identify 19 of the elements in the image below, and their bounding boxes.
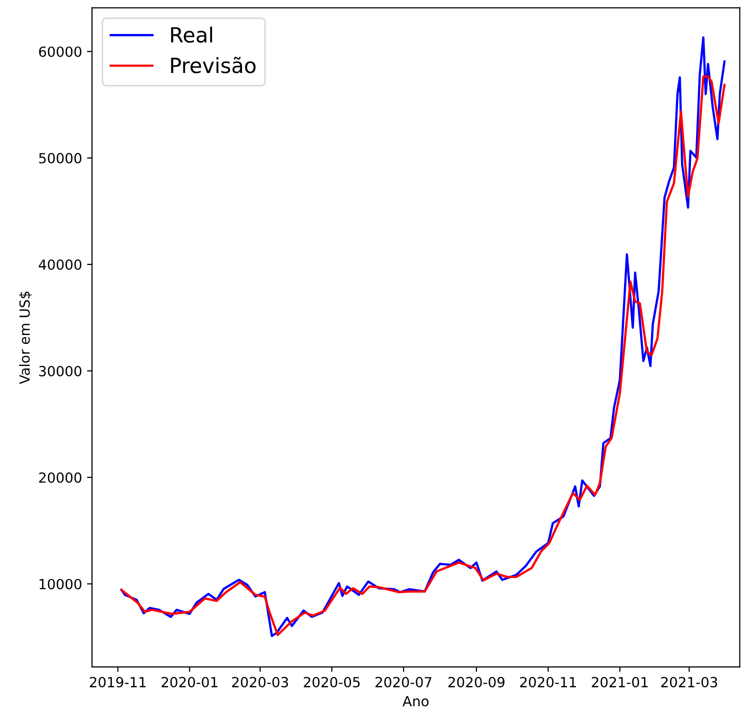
x-tick-label: 2019-11 bbox=[90, 676, 146, 688]
legend-label: Real bbox=[171, 26, 212, 43]
y-tick-label: 10000 bbox=[40, 578, 82, 590]
y-tick-label: 60000 bbox=[39, 46, 82, 57]
y-tick-label: 20000 bbox=[39, 472, 82, 483]
x-tick-label: 2020-11 bbox=[520, 676, 576, 688]
x-tick-label: 2020-09 bbox=[448, 676, 504, 688]
x-tick-label: 2021-03 bbox=[661, 676, 718, 688]
x-axis-title: Ano bbox=[402, 696, 429, 706]
x-tick-label: 2020-05 bbox=[304, 676, 360, 688]
x-tick-label: 2020-01 bbox=[162, 676, 218, 688]
y-tick-label: 40000 bbox=[38, 259, 82, 270]
y-tick-label: 30000 bbox=[39, 366, 82, 376]
x-tick-label: 2020-03 bbox=[232, 676, 288, 688]
x-tick-label: 2020-07 bbox=[376, 676, 432, 688]
y-axis-title: Valor em US$ bbox=[19, 292, 32, 384]
y-tick-label: 50000 bbox=[39, 152, 82, 164]
legend-label: Previsão bbox=[171, 56, 256, 74]
x-tick-label: 2021-01 bbox=[592, 676, 648, 688]
